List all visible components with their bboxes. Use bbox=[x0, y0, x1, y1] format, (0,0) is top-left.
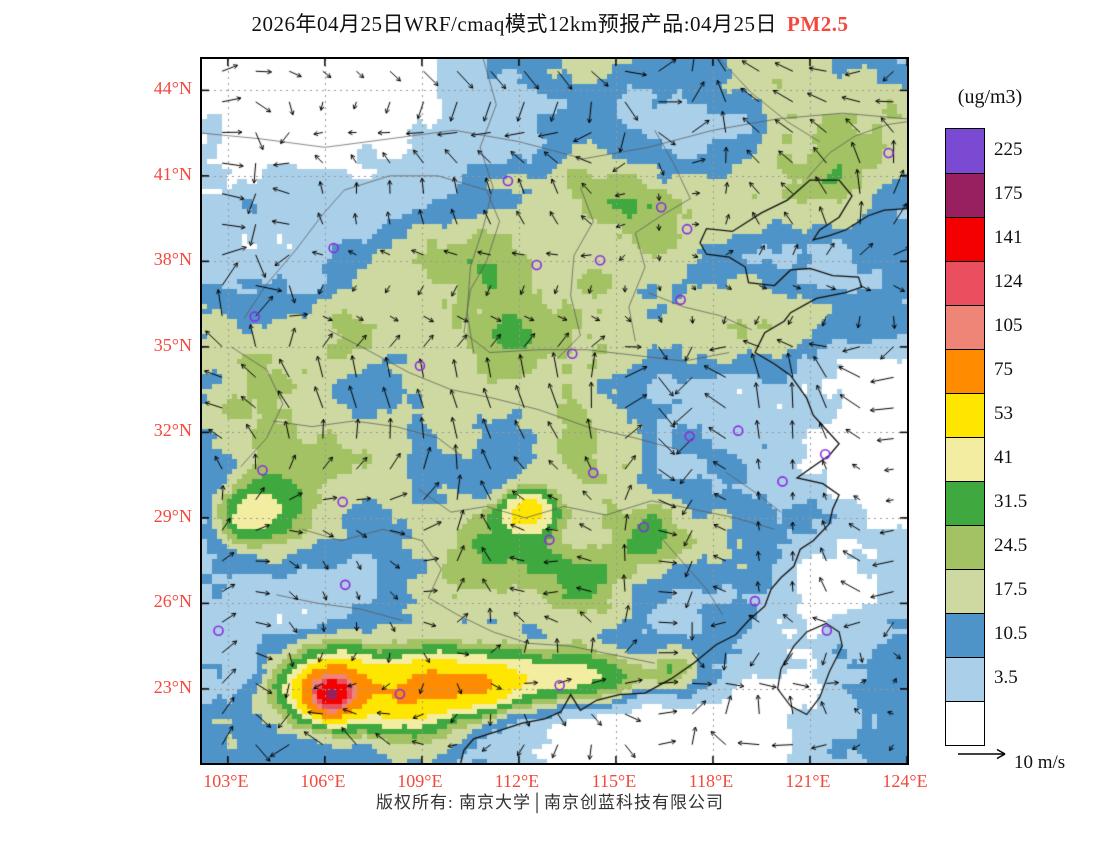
colorbar-band bbox=[946, 657, 984, 701]
colorbar-tick-label: 124 bbox=[994, 271, 1023, 292]
colorbar-band bbox=[946, 569, 984, 613]
colorbar-tick-label: 75 bbox=[994, 359, 1013, 380]
colorbar-labels: 225 175 141 124 105 75 53 41 31.5 24.5 17.5 10.5 3.5 bbox=[994, 128, 1064, 758]
colorbar-band bbox=[946, 217, 984, 261]
colorbar-band bbox=[946, 481, 984, 525]
title-text: 2026年04月25日WRF/cmaq模式12km预报产品:04月25日 bbox=[251, 12, 778, 36]
colorbar-band bbox=[946, 173, 984, 217]
colorbar-tick-label: 225 bbox=[994, 139, 1023, 160]
lon-tick-label: 115°E bbox=[591, 771, 637, 791]
copyright-footer: 版权所有: 南京大学│南京创蓝科技有限公司 bbox=[375, 793, 725, 812]
colorbar-tick-label: 24.5 bbox=[994, 535, 1028, 556]
colorbar-tick-label: 53 bbox=[994, 403, 1013, 424]
lat-tick-label: 44°N bbox=[153, 78, 192, 99]
lon-tick-label: 124°E bbox=[882, 771, 928, 791]
colorbar-tick-label: 141 bbox=[994, 227, 1023, 248]
colorbar-band bbox=[946, 129, 984, 173]
wind-reference-label: 10 m/s bbox=[1014, 752, 1066, 773]
colorbar bbox=[945, 128, 985, 746]
lon-tick-label: 109°E bbox=[397, 771, 443, 791]
colorbar-tick-label: 175 bbox=[994, 183, 1023, 204]
colorbar-tick-label: 10.5 bbox=[994, 623, 1028, 644]
colorbar-tick-label: 31.5 bbox=[994, 491, 1028, 512]
colorbar-band bbox=[946, 305, 984, 349]
pm25-map-canvas[interactable] bbox=[202, 59, 907, 763]
lon-tick-label: 121°E bbox=[785, 771, 831, 791]
lat-tick-label: 26°N bbox=[153, 591, 192, 612]
lon-tick-label: 103°E bbox=[203, 771, 249, 791]
colorbar-band bbox=[946, 525, 984, 569]
colorbar-tick-label: 17.5 bbox=[994, 579, 1028, 600]
lon-tick-label: 112°E bbox=[494, 771, 540, 791]
legend-units-label: (ug/m3) bbox=[957, 86, 1023, 108]
lat-tick-label: 23°N bbox=[153, 676, 192, 697]
lat-tick-label: 41°N bbox=[153, 163, 192, 184]
colorbar-tick-label: 41 bbox=[994, 447, 1013, 468]
colorbar-tick-label: 3.5 bbox=[994, 667, 1018, 688]
lat-tick-label: 29°N bbox=[153, 505, 192, 526]
colorbar-band bbox=[946, 349, 984, 393]
colorbar-band bbox=[946, 701, 984, 745]
lat-tick-label: 35°N bbox=[153, 334, 192, 355]
colorbar-band bbox=[946, 613, 984, 657]
map-panel[interactable] bbox=[200, 57, 909, 765]
wind-reference-arrow bbox=[958, 748, 1006, 760]
colorbar-tick-label: 105 bbox=[994, 315, 1023, 336]
lat-tick-label: 38°N bbox=[153, 249, 192, 270]
colorbar-band bbox=[946, 261, 984, 305]
colorbar-band bbox=[946, 437, 984, 481]
title-species: PM2.5 bbox=[787, 12, 849, 36]
figure-title: 2026年04月25日WRF/cmaq模式12km预报产品:04月25日 PM2.… bbox=[0, 8, 1100, 38]
lat-tick-label: 32°N bbox=[153, 420, 192, 441]
lon-tick-label: 118°E bbox=[688, 771, 734, 791]
lon-tick-label: 106°E bbox=[300, 771, 346, 791]
colorbar-band bbox=[946, 393, 984, 437]
